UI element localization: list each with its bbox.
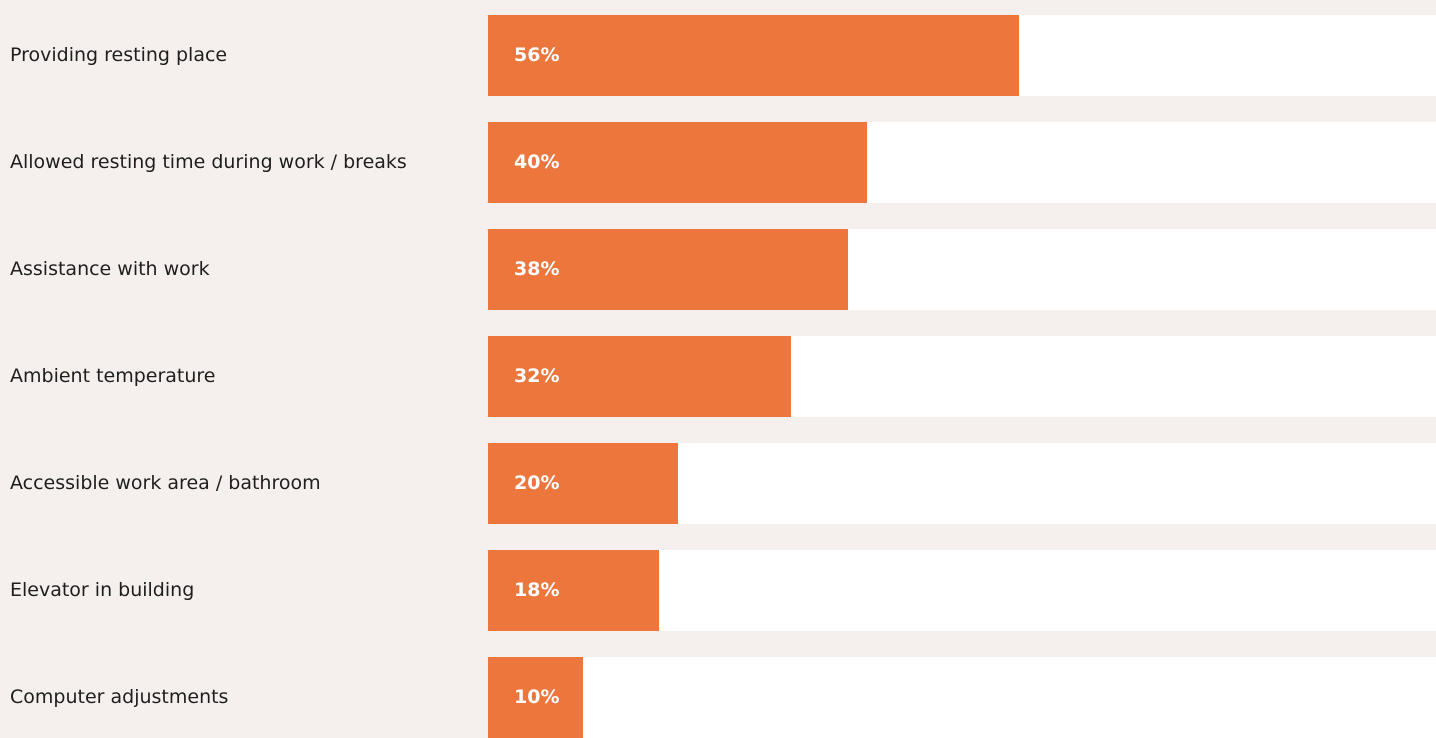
bar-row: Computer adjustments 10% — [0, 657, 1436, 738]
bar-track: 20% — [488, 443, 1436, 524]
bar-track: 40% — [488, 122, 1436, 203]
bar-row: Allowed resting time during work / break… — [0, 122, 1436, 203]
category-label: Assistance with work — [10, 258, 210, 280]
category-label: Allowed resting time during work / break… — [10, 151, 407, 173]
value-label: 38% — [514, 258, 560, 280]
bar-row: Elevator in building 18% — [0, 550, 1436, 631]
bar-track: 56% — [488, 15, 1436, 96]
bar-row: Accessible work area / bathroom 20% — [0, 443, 1436, 524]
bar: 18% — [488, 550, 659, 631]
value-label: 40% — [514, 151, 560, 173]
category-label: Providing resting place — [10, 44, 228, 66]
bar-row: Assistance with work 38% — [0, 229, 1436, 310]
bar: 10% — [488, 657, 583, 738]
bar-track: 18% — [488, 550, 1436, 631]
bar-track: 32% — [488, 336, 1436, 417]
bar: 20% — [488, 443, 678, 524]
value-label: 32% — [514, 365, 560, 387]
value-label: 56% — [514, 44, 560, 66]
category-label: Elevator in building — [10, 579, 195, 601]
category-label: Ambient temperature — [10, 365, 216, 387]
bar: 40% — [488, 122, 868, 203]
value-label: 20% — [514, 472, 560, 494]
bar: 38% — [488, 229, 849, 310]
bar-row: Ambient temperature 32% — [0, 336, 1436, 417]
value-label: 18% — [514, 579, 560, 601]
bar-row: Providing resting place 56% — [0, 15, 1436, 96]
category-label: Accessible work area / bathroom — [10, 472, 321, 494]
category-label: Computer adjustments — [10, 686, 229, 708]
value-label: 10% — [514, 686, 560, 708]
bar: 56% — [488, 15, 1019, 96]
bar-track: 38% — [488, 229, 1436, 310]
bar-track: 10% — [488, 657, 1436, 738]
bar: 32% — [488, 336, 792, 417]
